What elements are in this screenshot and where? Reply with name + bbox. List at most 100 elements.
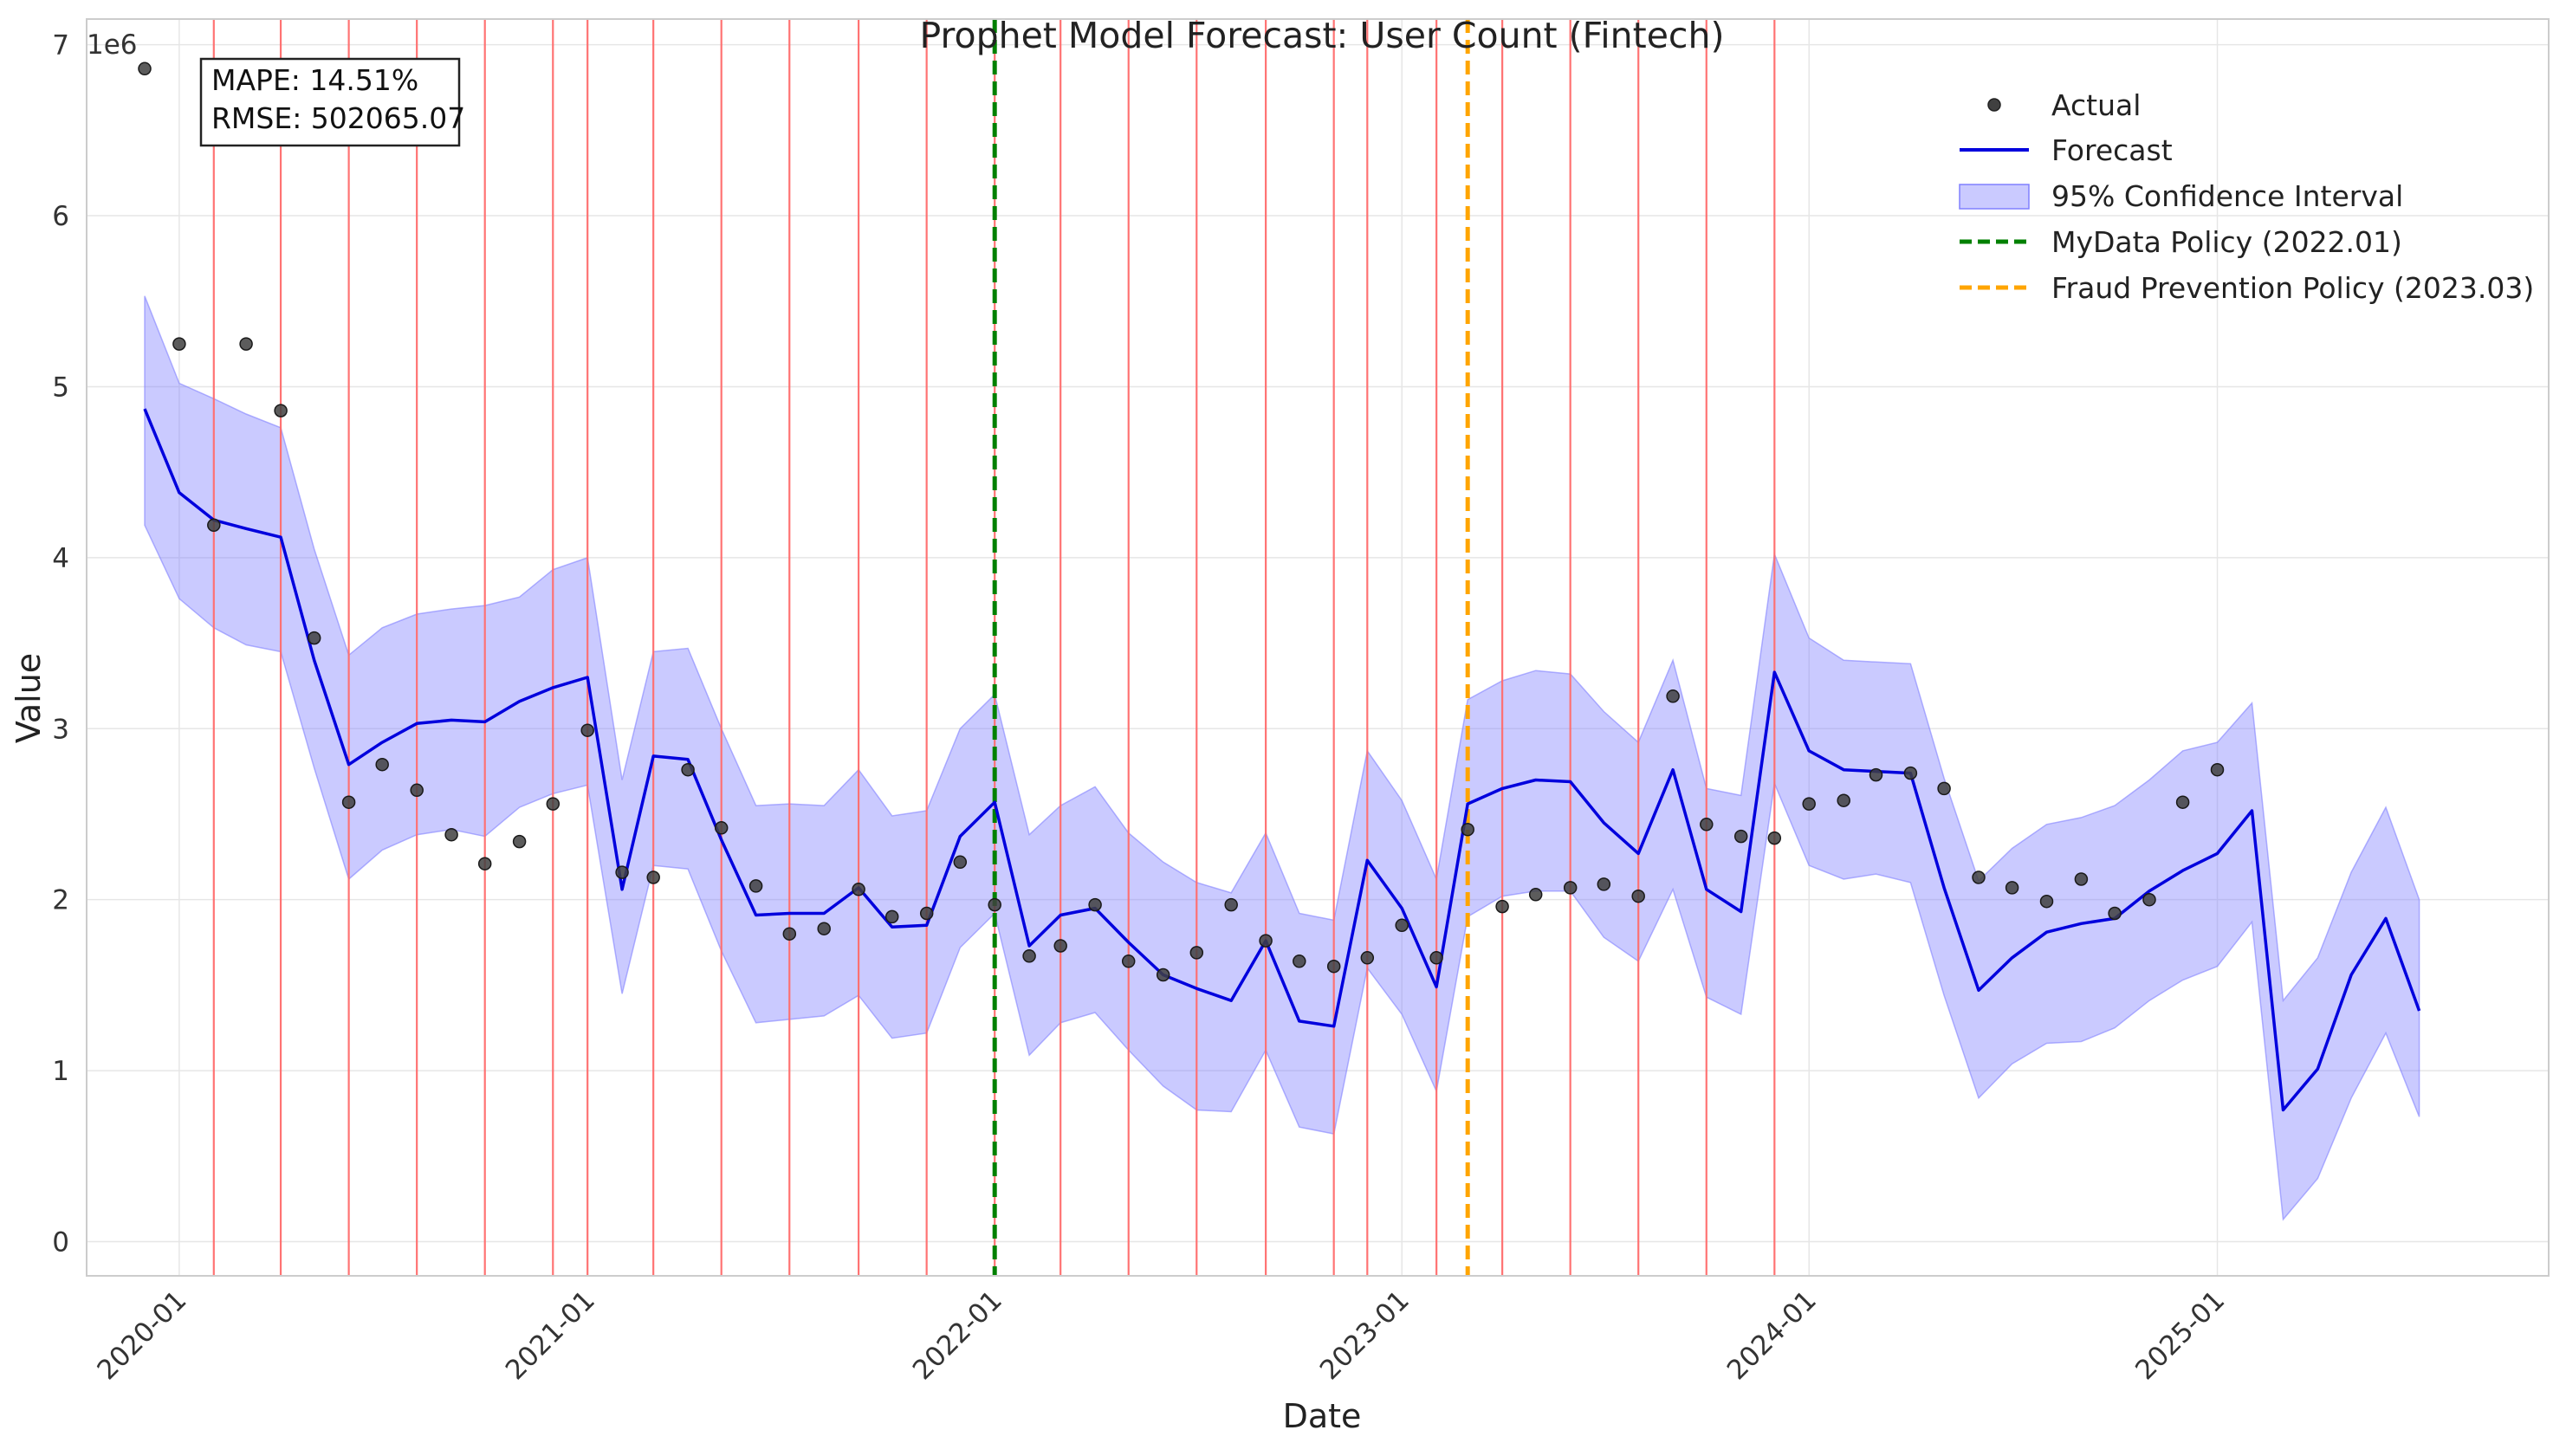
legend-item-policy1: MyData Policy (2022.01) — [1960, 225, 2402, 259]
plot-frame — [86, 18, 2550, 1277]
y-tick-label: 1 — [52, 1056, 69, 1087]
x-tick-label: 2024-01 — [1721, 1285, 1823, 1386]
actual-point — [1869, 767, 1883, 782]
actual-point — [2074, 872, 2089, 886]
legend-policy2-label: Fraud Prevention Policy (2023.03) — [2051, 271, 2534, 305]
x-tick-label: 2021-01 — [500, 1285, 601, 1386]
actual-point — [2210, 762, 2225, 777]
actual-point — [615, 865, 629, 879]
actual-point — [817, 922, 831, 935]
actual-point — [852, 883, 865, 896]
actual-point — [2108, 906, 2122, 921]
actual-point — [748, 879, 763, 893]
actual-point — [681, 762, 695, 777]
actual-point — [375, 757, 389, 772]
actual-point — [444, 827, 458, 842]
x-axis-label: Date — [1283, 1397, 1362, 1435]
anomaly-lines-layer — [212, 19, 1776, 1276]
actual-point — [1293, 954, 1306, 968]
y-tick-label: 6 — [52, 201, 69, 232]
mape-label: MAPE: 14.51% — [211, 63, 418, 97]
actual-point — [1360, 951, 1375, 965]
y-tick-label: 0 — [52, 1227, 69, 1259]
y-axis-label: Value — [10, 653, 48, 743]
actual-point — [1733, 829, 1748, 844]
legend-actual-marker — [1987, 98, 2001, 112]
actual-point — [1429, 951, 1443, 965]
actual-point — [1937, 781, 1951, 796]
actual-point — [1156, 967, 1170, 982]
x-tick-label: 2025-01 — [2129, 1285, 2231, 1386]
rmse-label: RMSE: 502065.07 — [211, 101, 465, 135]
actual-point — [207, 518, 221, 533]
actual-point — [782, 927, 797, 941]
actual-point — [1563, 881, 1578, 895]
metrics-box: MAPE: 14.51% RMSE: 502065.07 — [199, 57, 465, 147]
actual-point — [1903, 766, 1918, 780]
actual-point — [307, 631, 321, 645]
actual-point — [1666, 689, 1680, 703]
actual-point — [919, 906, 934, 921]
actual-point — [1700, 818, 1714, 832]
policy-lines-layer — [992, 19, 1470, 1276]
actual-point — [1224, 897, 1238, 912]
actual-point — [1631, 889, 1645, 903]
actual-point — [884, 909, 899, 924]
actual-point — [988, 897, 1001, 912]
actual-point — [1802, 797, 1816, 811]
actual-point — [2005, 881, 2019, 895]
actual-point — [714, 821, 729, 835]
actual-point — [2175, 795, 2190, 809]
x-tick-label: 2020-01 — [91, 1285, 192, 1386]
legend-policy1-label: MyData Policy (2022.01) — [2051, 225, 2402, 259]
legend-item-ci: 95% Confidence Interval — [1959, 179, 2403, 213]
actual-point — [1767, 831, 1782, 845]
actual-point — [1189, 946, 1204, 960]
actual-point — [138, 61, 152, 76]
actual-point — [1395, 918, 1409, 933]
y-tick-label: 2 — [52, 885, 69, 916]
actual-point — [546, 797, 561, 811]
legend-ci-swatch — [1959, 184, 2030, 210]
actual-point — [646, 870, 660, 884]
legend-ci-label: 95% Confidence Interval — [2051, 179, 2403, 213]
actual-point — [341, 795, 356, 809]
actual-point — [274, 404, 288, 417]
x-tick-label: 2023-01 — [1314, 1285, 1416, 1386]
legend-item-forecast: Forecast — [1960, 133, 2173, 167]
actual-point — [1495, 899, 1509, 914]
actual-point — [1461, 822, 1474, 837]
actual-point — [1053, 939, 1067, 953]
actual-point — [580, 723, 594, 737]
actual-point — [1088, 897, 1102, 912]
y-tick-label: 4 — [52, 543, 69, 574]
actual-point — [2039, 894, 2054, 909]
y-tick-label: 5 — [52, 372, 69, 403]
actual-point — [477, 857, 492, 870]
actual-point — [1121, 954, 1136, 968]
actual-point — [1837, 793, 1850, 807]
actual-point — [1326, 959, 1341, 974]
actual-point — [512, 834, 527, 849]
forecast-line — [143, 408, 2421, 1112]
chart-title: Prophet Model Forecast: User Count (Fint… — [920, 15, 1725, 56]
y-tick-label: 7 — [52, 30, 69, 61]
legend: Actual Forecast 95% Confidence Interval … — [1959, 88, 2534, 305]
actual-point — [1022, 949, 1036, 963]
actual-point — [1597, 877, 1611, 891]
legend-forecast-label: Forecast — [2051, 133, 2173, 167]
actual-point — [1528, 888, 1543, 902]
confidence-band — [144, 295, 2420, 1221]
actual-points-layer — [138, 61, 2225, 982]
legend-item-actual: Actual — [1987, 88, 2141, 122]
legend-item-policy2: Fraud Prevention Policy (2023.03) — [1960, 271, 2534, 305]
y-tick-label: 3 — [52, 714, 69, 745]
actual-point — [410, 783, 424, 798]
actual-point — [1259, 934, 1273, 948]
actual-point — [239, 337, 253, 351]
forecast-layer — [143, 408, 2421, 1112]
actual-point — [1972, 870, 1986, 884]
confidence-interval-layer — [144, 295, 2420, 1221]
x-tick-label: 2022-01 — [907, 1285, 1008, 1386]
